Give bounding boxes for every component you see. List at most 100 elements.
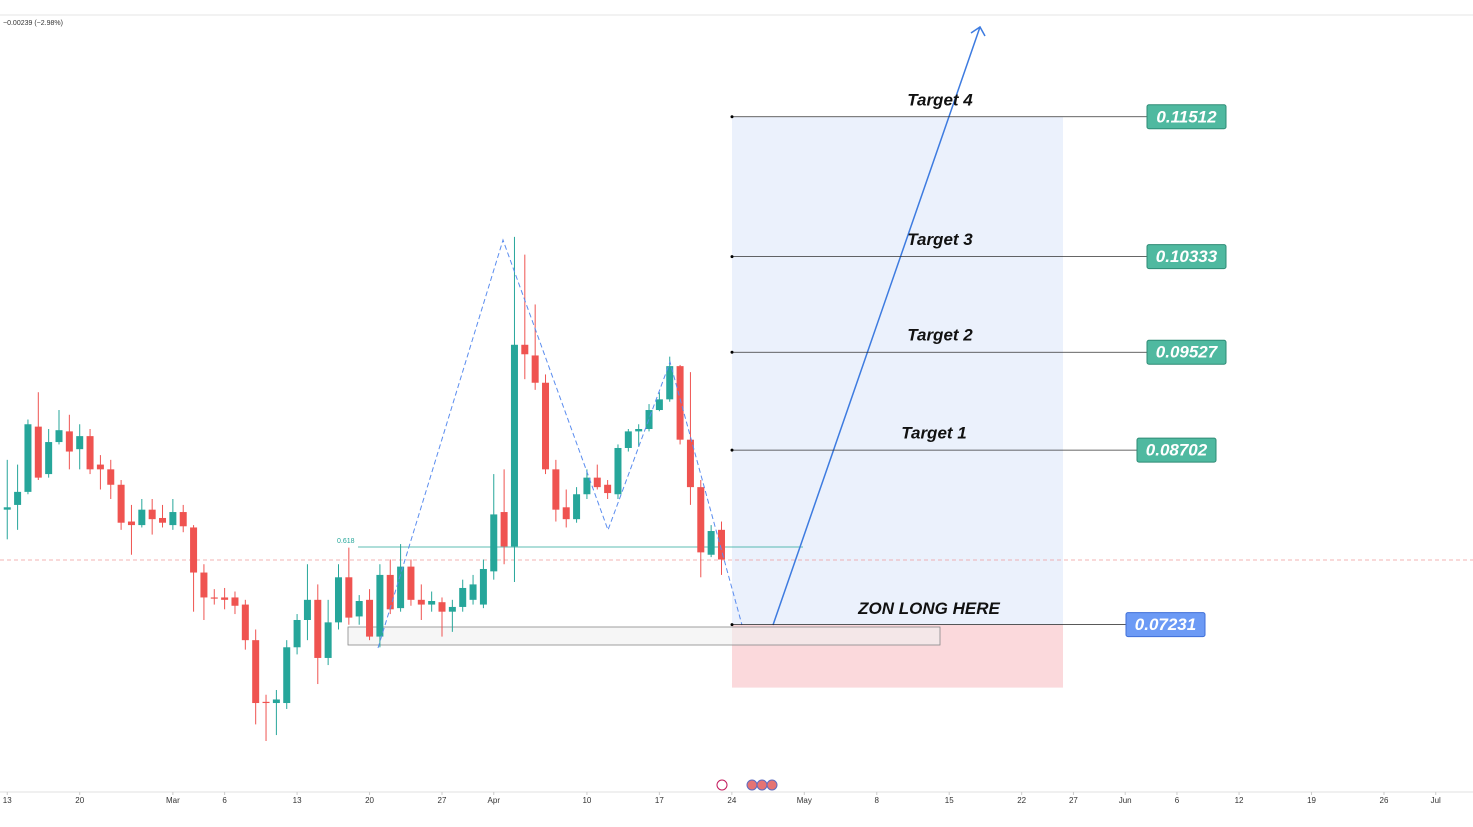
candle-body	[127, 521, 135, 526]
candle-body	[593, 477, 601, 488]
target-anchor	[730, 115, 734, 119]
x-tick-label: Jun	[1119, 796, 1132, 805]
profit-zone	[732, 116, 1063, 625]
candle-body	[469, 584, 477, 600]
candle-body	[169, 512, 177, 526]
x-tick-label: 8	[875, 796, 880, 805]
event-icon	[766, 779, 778, 791]
candle-body	[241, 604, 249, 641]
pattern-zigzag	[377, 238, 743, 649]
candle-body	[148, 509, 156, 520]
candle-body	[428, 601, 436, 605]
candle-body	[562, 507, 570, 520]
candle-body	[521, 344, 529, 355]
candle-body	[45, 442, 53, 475]
x-tick-label: Apr	[488, 796, 501, 805]
price-box	[1146, 104, 1227, 130]
candle-body	[179, 512, 187, 527]
price-box	[1136, 437, 1217, 463]
candle-body	[96, 464, 104, 470]
candle-body	[334, 577, 342, 623]
x-tick-label: 27	[438, 796, 447, 805]
price-label: 0.08702	[1146, 441, 1208, 460]
candle-body	[624, 431, 632, 448]
candle-body	[283, 647, 291, 704]
demand-zone	[347, 626, 941, 646]
x-tick-label: 17	[655, 796, 664, 805]
candle-body	[293, 619, 301, 648]
candle-body	[34, 426, 42, 478]
candle-body	[542, 382, 550, 470]
candle-body	[376, 574, 384, 637]
candle-body	[324, 622, 332, 658]
candle-body	[14, 491, 22, 505]
target-label: Target 2	[907, 326, 973, 345]
x-tick-label: Jul	[1431, 796, 1441, 805]
candle-body	[231, 597, 239, 606]
candle-body	[479, 568, 487, 605]
x-tick-label: 6	[222, 796, 227, 805]
x-tick-label: 15	[945, 796, 954, 805]
drawings-over: Target 4 0.11512 Target 3 0.10333 Target 2 0.…	[730, 90, 1227, 638]
candle-body	[604, 484, 612, 494]
candle-body	[314, 599, 322, 658]
candle-body	[159, 517, 167, 523]
candle-body	[583, 477, 591, 495]
candle-body	[635, 429, 643, 432]
candle-body	[107, 469, 115, 485]
x-tick-label: 12	[1235, 796, 1244, 805]
event-icon	[756, 779, 768, 791]
drawings-under	[732, 116, 1063, 688]
price-box	[1146, 339, 1227, 365]
candle-body	[459, 587, 467, 607]
change-text: −0.00239 (−2.98%)	[3, 20, 63, 27]
x-tick-label: 13	[3, 796, 12, 805]
x-tick-label: 13	[293, 796, 302, 805]
target-anchor	[730, 448, 734, 452]
entry-label: ZON LONG HERE	[857, 599, 1000, 618]
price-label: 0.09527	[1156, 343, 1219, 362]
x-tick-label: 27	[1069, 796, 1078, 805]
candle-body	[200, 572, 208, 598]
target-anchor	[730, 255, 734, 259]
candle-body	[272, 699, 280, 704]
x-tick-label: 24	[727, 796, 736, 805]
x-tick-label: 19	[1307, 796, 1316, 805]
candle-body	[252, 640, 260, 704]
target-anchor	[730, 350, 734, 354]
candle-body	[407, 566, 415, 600]
price-box	[1146, 244, 1227, 270]
arrow-head	[970, 25, 986, 37]
candle-body	[417, 599, 425, 605]
candle-body	[448, 606, 456, 612]
candle-body	[645, 410, 653, 430]
candle-body	[614, 447, 622, 495]
x-tick-label: 6	[1175, 796, 1180, 805]
price-label: 0.11512	[1156, 107, 1217, 126]
entry-price-box	[1125, 612, 1206, 638]
candle-body	[65, 431, 73, 452]
candle-body	[86, 436, 94, 470]
candle-body	[210, 597, 218, 599]
candle-body	[55, 430, 63, 443]
candle-body	[3, 507, 11, 510]
candle-body	[655, 399, 663, 411]
candle-body	[531, 355, 539, 383]
candle-body	[262, 701, 270, 704]
candle-body	[510, 344, 518, 547]
x-tick-label: 20	[365, 796, 374, 805]
candle-body	[697, 487, 705, 553]
candle-body	[717, 529, 725, 560]
candle-body	[303, 599, 311, 620]
candle-body	[117, 484, 125, 523]
target-label: Target 3	[907, 230, 973, 249]
candle-body	[221, 597, 229, 600]
candle-body	[490, 514, 498, 572]
candle-body	[138, 509, 146, 526]
candle-body	[707, 531, 715, 555]
candle-body	[355, 601, 363, 617]
target-label: Target 4	[907, 90, 973, 109]
candle-body	[190, 527, 198, 573]
candle-body	[676, 366, 684, 440]
candle-body	[573, 494, 581, 520]
